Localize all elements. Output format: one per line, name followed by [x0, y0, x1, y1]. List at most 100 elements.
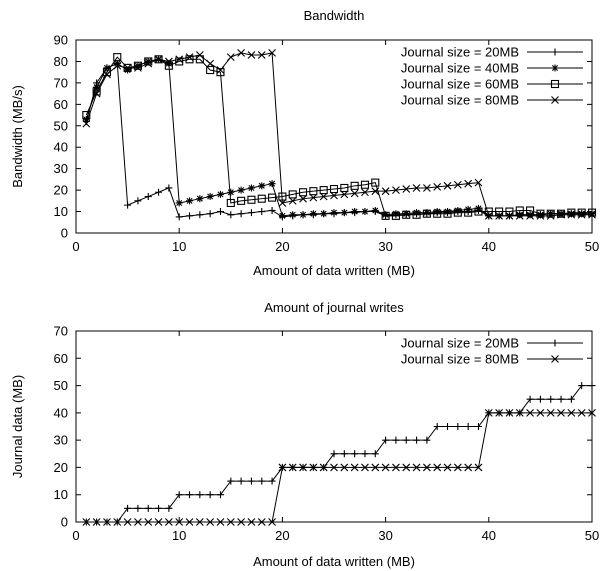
data-point [413, 436, 421, 444]
data-point [505, 408, 514, 417]
data-point [257, 51, 266, 59]
data-point [82, 115, 90, 123]
data-point [133, 61, 142, 70]
data-point [288, 190, 297, 199]
data-point [309, 193, 318, 202]
data-point [216, 190, 224, 198]
y-tick-label: 0 [61, 226, 68, 241]
data-point [361, 208, 369, 216]
data-point [422, 184, 431, 192]
data-point [319, 463, 328, 472]
data-point [412, 210, 421, 219]
data-point [299, 194, 307, 203]
y-tick-label: 90 [54, 33, 68, 48]
data-point [185, 55, 194, 64]
data-point [557, 210, 565, 219]
data-point [402, 210, 411, 219]
y-tick-label: 10 [54, 487, 68, 502]
data-point [175, 518, 184, 526]
data-point [237, 196, 246, 205]
data-point [227, 188, 235, 196]
y-tick-label: 40 [54, 140, 68, 155]
data-point [350, 181, 359, 190]
data-point [382, 436, 390, 444]
data-point [567, 395, 575, 403]
data-point [102, 68, 112, 77]
data-point [444, 423, 452, 430]
data-point [195, 55, 204, 64]
data-point [453, 463, 462, 472]
data-point [474, 423, 482, 430]
plot-frame [75, 330, 593, 523]
data-point [185, 53, 194, 62]
data-point [216, 518, 225, 526]
data-point [154, 518, 163, 526]
series-line [86, 412, 592, 523]
data-point [484, 408, 493, 417]
series-x [82, 408, 596, 526]
data-point [268, 180, 276, 188]
data-point [319, 186, 328, 195]
data-point [103, 64, 111, 72]
data-point [330, 463, 338, 472]
data-point [298, 188, 308, 197]
data-point [247, 195, 256, 204]
data-point [155, 504, 163, 512]
data-point [257, 194, 266, 203]
data-point [412, 184, 421, 192]
data-point [464, 208, 473, 217]
data-point [175, 491, 183, 499]
data-point [258, 208, 266, 216]
data-point [536, 211, 545, 220]
data-point [515, 408, 524, 417]
data-point [195, 51, 204, 59]
data-point [578, 210, 586, 218]
legend-marker [551, 96, 559, 104]
data-point [144, 193, 152, 201]
data-point [556, 209, 566, 218]
y-tick-label: 0 [61, 515, 68, 530]
data-point [247, 477, 255, 485]
data-point [124, 201, 132, 209]
x-axis-label: Amount of data written (MB) [253, 554, 415, 569]
data-point [443, 209, 452, 218]
data-point [247, 209, 255, 217]
y-axis-label: Journal data (MB) [10, 375, 25, 478]
data-point [351, 450, 359, 458]
data-point [124, 504, 132, 512]
data-point [495, 408, 504, 417]
y-tick-label: 30 [54, 433, 68, 448]
data-point [330, 209, 338, 217]
y-tick-label: 70 [54, 75, 68, 90]
data-point [175, 57, 184, 66]
data-point [82, 119, 91, 128]
data-point [392, 463, 400, 472]
data-point [299, 463, 307, 472]
data-point [299, 211, 307, 219]
data-point [288, 463, 297, 472]
data-point [392, 210, 400, 218]
x-tick-label: 50 [585, 528, 599, 543]
x-tick-label: 10 [172, 528, 186, 543]
data-point [237, 477, 245, 485]
data-point [113, 61, 122, 70]
data-point [144, 504, 152, 512]
data-point [247, 51, 256, 59]
data-point [144, 518, 153, 526]
data-point [567, 210, 575, 218]
series-x [82, 48, 596, 220]
data-point [206, 193, 214, 201]
data-point [226, 53, 235, 62]
data-point [577, 208, 586, 217]
data-point [474, 463, 483, 472]
data-point [577, 210, 586, 219]
data-point [526, 211, 534, 220]
data-point [216, 491, 224, 499]
data-point [329, 184, 339, 194]
data-point [433, 183, 442, 191]
legend-label: Journal size = 60MB [401, 77, 519, 92]
data-point [216, 66, 225, 74]
data-point [319, 192, 328, 201]
